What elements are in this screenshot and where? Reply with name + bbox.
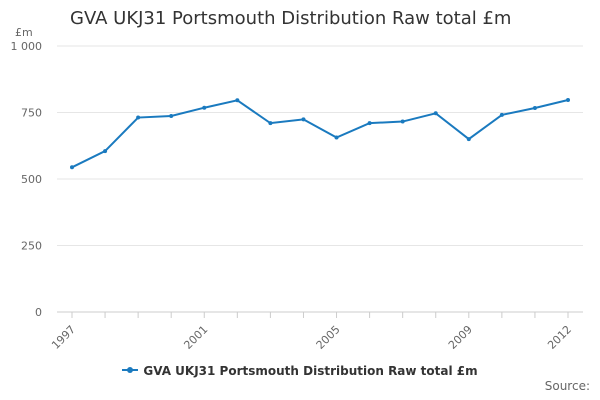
gridlines	[57, 45, 583, 313]
y-axis-ticks: 0 250 500 750 1 000	[11, 40, 43, 319]
data-point[interactable]	[235, 98, 240, 103]
y-axis-unit-label: £m	[15, 26, 33, 39]
data-series	[70, 97, 570, 170]
x-tick-label: 2005	[314, 323, 343, 352]
y-tick-label: 750	[21, 107, 42, 120]
legend[interactable]: GVA UKJ31 Portsmouth Distribution Raw to…	[0, 364, 600, 378]
series-line	[71, 99, 569, 169]
data-point[interactable]	[136, 115, 141, 120]
x-tick-label: 2009	[446, 323, 475, 352]
data-point[interactable]	[433, 111, 438, 116]
x-tick-label: 2012	[545, 323, 574, 352]
data-point[interactable]	[532, 105, 537, 110]
data-point[interactable]	[566, 97, 570, 102]
data-point[interactable]	[103, 149, 108, 154]
data-point[interactable]	[202, 105, 207, 110]
x-tick-label: 1997	[49, 323, 78, 352]
y-tick-label: 0	[35, 306, 42, 319]
data-point[interactable]	[268, 121, 273, 126]
y-tick-label: 1 000	[11, 40, 43, 53]
data-point[interactable]	[301, 117, 306, 122]
chart-title: GVA UKJ31 Portsmouth Distribution Raw to…	[70, 8, 512, 29]
data-point[interactable]	[169, 113, 174, 118]
y-tick-label: 250	[21, 240, 42, 253]
source-label: Source:	[544, 379, 590, 393]
legend-swatch	[122, 367, 139, 373]
data-point[interactable]	[334, 135, 339, 140]
data-point[interactable]	[466, 137, 471, 142]
y-tick-label: 500	[21, 173, 42, 186]
data-point[interactable]	[367, 121, 372, 126]
data-point[interactable]	[70, 165, 74, 170]
legend-label: GVA UKJ31 Portsmouth Distribution Raw to…	[143, 364, 478, 378]
data-point[interactable]	[499, 112, 504, 117]
x-axis-ticks: 1997 2001 2005 2009 2012	[49, 312, 574, 352]
data-point[interactable]	[400, 119, 405, 124]
x-tick-label: 2001	[181, 323, 210, 352]
